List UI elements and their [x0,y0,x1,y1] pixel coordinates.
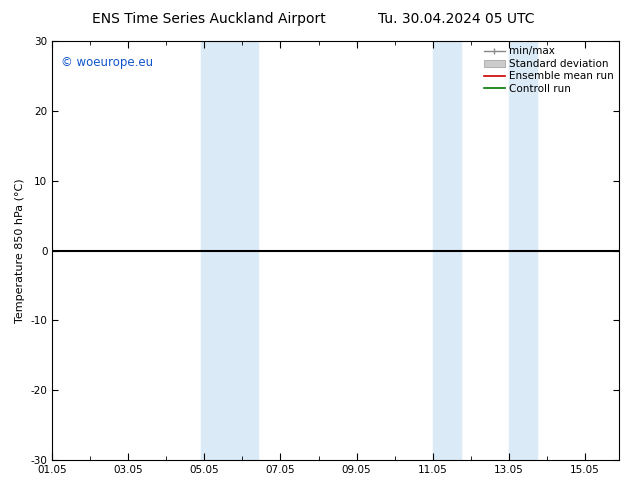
Legend: min/max, Standard deviation, Ensemble mean run, Controll run: min/max, Standard deviation, Ensemble me… [482,44,616,96]
Bar [200,41,257,460]
Bar [508,41,537,460]
Text: ENS Time Series Auckland Airport: ENS Time Series Auckland Airport [93,12,326,26]
Text: Tu. 30.04.2024 05 UTC: Tu. 30.04.2024 05 UTC [378,12,534,26]
Text: © woeurope.eu: © woeurope.eu [61,56,153,69]
Bar [432,41,461,460]
Y-axis label: Temperature 850 hPa (°C): Temperature 850 hPa (°C) [15,178,25,323]
